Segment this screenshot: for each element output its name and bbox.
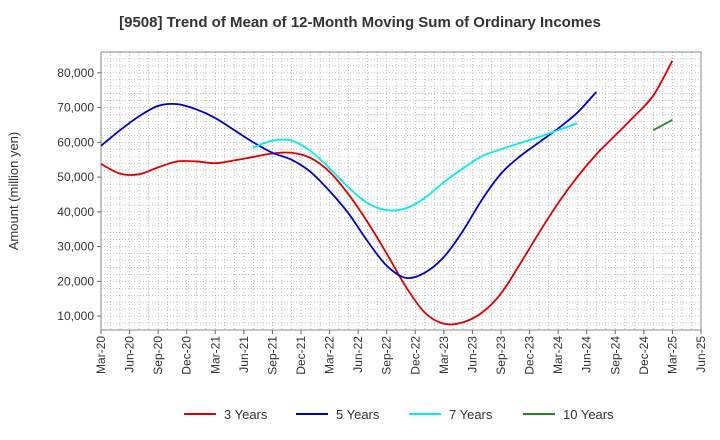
legend-label-3-years: 3 Years xyxy=(224,407,268,422)
x-tick-label: Mar-23 xyxy=(437,336,451,374)
x-tick-label: Jun-22 xyxy=(351,336,365,373)
legend-label-10-years: 10 Years xyxy=(563,407,614,422)
series-line-3-years xyxy=(100,60,674,326)
y-tick-label: 70,000 xyxy=(57,101,94,115)
x-tick-label: Sep-20 xyxy=(151,336,165,375)
y-tick-label: 10,000 xyxy=(57,309,94,323)
x-axis: Mar-20 Jun-20 Sep-20 Dec-20 Mar-21 Jun-21 Sep-… xyxy=(94,330,708,375)
x-tick-label: Sep-23 xyxy=(494,336,508,375)
y-tick-label: 60,000 xyxy=(57,135,94,149)
grid-layer xyxy=(101,52,701,330)
series-line-5-years xyxy=(100,91,597,280)
x-tick-label: Sep-24 xyxy=(608,336,622,375)
series-line-10-years xyxy=(652,118,673,131)
y-tick-label: 80,000 xyxy=(57,66,94,80)
plot-frame xyxy=(100,51,702,331)
x-tick-label: Mar-24 xyxy=(551,336,565,374)
x-tick-label: Dec-20 xyxy=(180,336,194,375)
legend-label-5-years: 5 Years xyxy=(336,407,380,422)
y-axis: 10,000 20,000 30,000 40,000 50,000 60,000 70,0… xyxy=(57,66,101,323)
x-tick-label: Mar-25 xyxy=(665,336,679,374)
x-tick-label: Jun-20 xyxy=(123,336,137,373)
x-tick-label: Dec-22 xyxy=(408,336,422,375)
y-tick-label: 40,000 xyxy=(57,205,94,219)
x-tick-label: Dec-23 xyxy=(523,336,537,375)
chart-title: [9508] Trend of Mean of 12-Month Moving … xyxy=(119,14,601,31)
x-tick-label: Jun-21 xyxy=(237,336,251,373)
series-line-7-years xyxy=(253,122,578,212)
y-tick-label: 30,000 xyxy=(57,240,94,254)
legend: 3 Years 5 Years 7 Years 10 Years xyxy=(184,407,614,422)
y-axis-title: Amount (million yen) xyxy=(6,132,21,251)
x-tick-label: Mar-20 xyxy=(94,336,108,374)
x-tick-label: Jun-24 xyxy=(580,336,594,373)
x-tick-label: Sep-22 xyxy=(380,336,394,375)
x-tick-label: Jun-23 xyxy=(465,336,479,373)
legend-label-7-years: 7 Years xyxy=(449,407,493,422)
x-tick-label: Sep-21 xyxy=(265,336,279,375)
x-tick-label: Mar-21 xyxy=(208,336,222,374)
x-tick-label: Dec-24 xyxy=(637,336,651,375)
y-tick-label: 20,000 xyxy=(57,274,94,288)
y-tick-label: 50,000 xyxy=(57,170,94,184)
x-tick-label: Jun-25 xyxy=(694,336,708,373)
series-layer xyxy=(100,60,674,326)
x-tick-label: Dec-21 xyxy=(294,336,308,375)
x-tick-label: Mar-22 xyxy=(323,336,337,374)
